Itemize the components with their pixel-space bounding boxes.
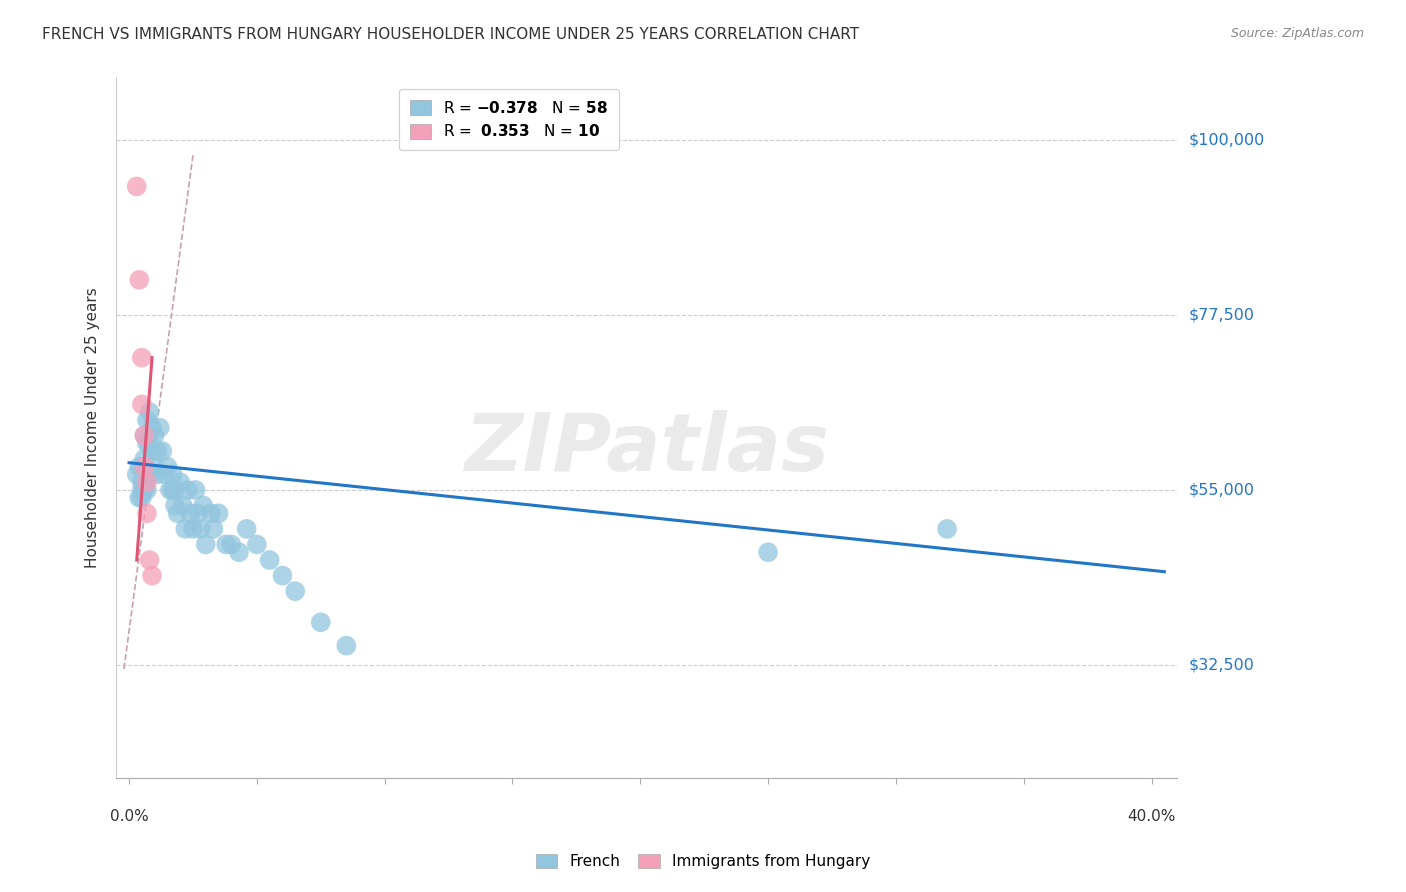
Point <box>207 506 229 520</box>
Point <box>284 584 307 599</box>
Point <box>146 444 169 458</box>
Text: $32,500: $32,500 <box>1188 657 1254 673</box>
Point <box>149 420 172 434</box>
Legend: R = $\mathbf{-0.378}$   N = $\mathbf{58}$, R =  $\mathbf{0.353}$   N = $\mathbf{: R = $\mathbf{-0.378}$ N = $\mathbf{58}$,… <box>399 89 619 150</box>
Point <box>134 451 156 466</box>
Point <box>143 428 166 442</box>
Point <box>134 483 156 497</box>
Point <box>190 522 212 536</box>
Point <box>215 537 238 551</box>
Point <box>174 522 197 536</box>
Point <box>169 475 191 490</box>
Y-axis label: Householder Income Under 25 years: Householder Income Under 25 years <box>86 287 100 568</box>
Point <box>131 483 153 497</box>
Point <box>138 553 160 567</box>
Text: FRENCH VS IMMIGRANTS FROM HUNGARY HOUSEHOLDER INCOME UNDER 25 YEARS CORRELATION : FRENCH VS IMMIGRANTS FROM HUNGARY HOUSEH… <box>42 27 859 42</box>
Point <box>259 553 281 567</box>
Point <box>200 506 222 520</box>
Text: ZIPatlas: ZIPatlas <box>464 409 830 488</box>
Point <box>150 444 173 458</box>
Point <box>162 483 184 497</box>
Point <box>235 522 257 536</box>
Point <box>179 506 201 520</box>
Point <box>136 467 159 482</box>
Point <box>309 615 332 630</box>
Point <box>125 179 148 194</box>
Point <box>134 459 156 474</box>
Point <box>228 545 250 559</box>
Point <box>138 467 160 482</box>
Point <box>187 506 209 520</box>
Point <box>138 405 160 419</box>
Point <box>153 467 176 482</box>
Point <box>177 483 200 497</box>
Point <box>128 459 150 474</box>
Point <box>136 475 159 490</box>
Point <box>756 545 779 559</box>
Point <box>131 475 153 490</box>
Text: $77,500: $77,500 <box>1188 308 1254 322</box>
Text: $100,000: $100,000 <box>1188 132 1264 147</box>
Point <box>165 499 187 513</box>
Point <box>141 444 163 458</box>
Point <box>125 467 148 482</box>
Point <box>136 506 159 520</box>
Point <box>165 483 187 497</box>
Point <box>136 483 159 497</box>
Point <box>136 413 159 427</box>
Point <box>134 428 156 442</box>
Text: Source: ZipAtlas.com: Source: ZipAtlas.com <box>1230 27 1364 40</box>
Point <box>172 499 194 513</box>
Point <box>166 506 188 520</box>
Point <box>146 467 169 482</box>
Point <box>141 420 163 434</box>
Point <box>936 522 959 536</box>
Point <box>156 459 179 474</box>
Point <box>221 537 243 551</box>
Point <box>131 397 153 411</box>
Point <box>141 568 163 582</box>
Point <box>128 491 150 505</box>
Point <box>202 522 225 536</box>
Text: 0.0%: 0.0% <box>110 809 149 824</box>
Point <box>271 568 294 582</box>
Point <box>143 459 166 474</box>
Point <box>131 491 153 505</box>
Point <box>162 467 184 482</box>
Point <box>335 639 357 653</box>
Legend: French, Immigrants from Hungary: French, Immigrants from Hungary <box>530 847 876 875</box>
Point <box>134 428 156 442</box>
Point <box>128 273 150 287</box>
Point <box>193 499 215 513</box>
Point <box>184 483 207 497</box>
Point <box>181 522 204 536</box>
Text: $55,000: $55,000 <box>1188 483 1254 498</box>
Point <box>131 351 153 365</box>
Point <box>159 483 181 497</box>
Point <box>246 537 269 551</box>
Text: 40.0%: 40.0% <box>1128 809 1175 824</box>
Point <box>136 436 159 450</box>
Point <box>138 436 160 450</box>
Point <box>194 537 217 551</box>
